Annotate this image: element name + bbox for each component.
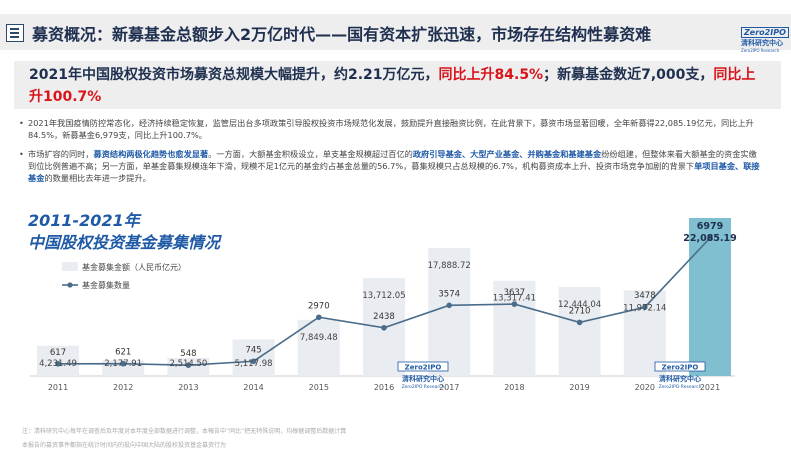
page-title: 募资概况：新募基金总额步入2万亿时代——国有资本扩张迅速，市场存在结构性募资难 (32, 25, 652, 44)
count-point-2021 (707, 235, 713, 241)
count-label-2013: 548 (180, 349, 196, 359)
count-point-2015 (316, 314, 322, 321)
x-tick-2014: 2014 (243, 383, 263, 392)
count-label-2019: 2710 (569, 306, 591, 316)
watermark-en-1: Zero2IPO Research (402, 384, 445, 390)
amount-label-2012: 2,177.91 (104, 359, 142, 369)
x-tick-2020: 2020 (635, 383, 655, 392)
chart-title-line1: 2011-2021年 (28, 211, 140, 230)
count-point-2017 (446, 302, 453, 309)
chart-title-line2: 中国股权投资基金募集情况 (28, 233, 221, 252)
legend-bar-swatch (62, 262, 78, 271)
count-label-2018: 3637 (504, 288, 526, 298)
count-label-2020: 3478 (634, 291, 656, 301)
x-tick-2015: 2015 (309, 383, 329, 392)
watermark-box-2 (654, 361, 706, 372)
legend-line-marker (67, 282, 73, 288)
x-tick-2021: 2021 (700, 383, 720, 392)
x-tick-2013: 2013 (178, 383, 198, 392)
count-point-2019 (576, 319, 583, 326)
count-label-2016: 2438 (373, 312, 395, 322)
amount-label-2019: 12,444.04 (558, 300, 601, 310)
x-tick-2012: 2012 (113, 383, 133, 392)
headline-box (14, 61, 781, 109)
menu-icon[interactable] (6, 24, 24, 42)
count-label-2021: 6979 (697, 221, 723, 232)
bullet-1: • 2021年我国疫情防控常态化，经济持续稳定恢复，监管层出台多项政策引导股权投资… (19, 117, 763, 141)
logo-en: Zero2IPO Research (741, 48, 780, 53)
x-tick-2019: 2019 (569, 383, 589, 392)
count-label-2014: 745 (245, 345, 261, 355)
amount-label-2014: 5,117.98 (235, 359, 273, 369)
watermark-mark-1: Zero2IPO (405, 364, 442, 372)
count-point-2020 (642, 304, 648, 311)
bullet-1-text: 2021年我国疫情防控常态化，经济持续稳定恢复，监管层出台多项政策引导股权投资市… (28, 118, 754, 140)
bullet-2-g: 的数量相比去年进一步提升。 (44, 173, 151, 183)
headline-part3: ；新募基金数近7,000支， (543, 67, 714, 83)
bar-2018 (493, 280, 536, 376)
watermark-cn-2: 清科研究中心 (659, 374, 701, 383)
legend-line-label: 基金募集数量 (82, 280, 130, 290)
bar-2021 (689, 218, 731, 376)
count-point-2013 (185, 362, 192, 368)
bar-2017 (428, 248, 471, 376)
amount-label-2011: 4,231.49 (39, 359, 77, 369)
x-tick-2016: 2016 (374, 383, 394, 392)
x-tick-2018: 2018 (504, 383, 524, 392)
amount-label-2017: 17,888.72 (428, 261, 471, 271)
headline-highlight2: 同比上升100.7% (29, 67, 756, 105)
bar-2014 (232, 339, 275, 376)
bar-2015 (297, 319, 340, 376)
footnote-2: 本报告的募资事件都指在统计时间内的投向中国大陆的股权投资基金募资行为 (22, 442, 227, 449)
amount-label-2018: 13,317.41 (493, 294, 536, 304)
logo: Zero2IPO 清科研究中心 Zero2IPO Research (741, 20, 789, 53)
bullet-2: • 市场扩容的同时，募资结构两极化趋势也愈发显著。一方面，大额基金积极设立，单支基… (19, 148, 763, 184)
amount-label-2015: 7,849.48 (300, 333, 338, 343)
count-label-2017: 3574 (438, 289, 460, 299)
amount-label-2021: 22,085.19 (683, 233, 737, 244)
logo-cn: 清科研究中心 (741, 39, 783, 47)
legend-bar-label: 基金募集金额（人民币亿元） (82, 262, 186, 272)
x-tick-2017: 2017 (439, 383, 459, 392)
bullet-2-c: 。一方面，大额基金积极设立，单支基金规模超过百亿的 (208, 149, 413, 159)
bullet-dot: • (19, 118, 24, 128)
footnote-1: 注：清科研究中心每年在调查后及年度对本年度全部数据进行调整，本報告中“同比”把无… (22, 428, 347, 435)
count-label-2011: 617 (50, 348, 66, 358)
headline-highlight1: 同比上升84.5% (438, 67, 544, 83)
bullet-2-f: 单项目基金、联接基金 (28, 161, 760, 183)
bullet-2-d: 政府引导基金、大型产业基金、并购基金和基建基金 (412, 149, 602, 159)
bullet-dot: • (19, 149, 24, 159)
x-tick-2011: 2011 (48, 383, 68, 392)
amount-label-2020: 11,972.14 (623, 303, 666, 313)
headline: 2021年中国股权投资市场募资总规模大幅提升，约2.21万亿元，同比上升84.5… (29, 64, 769, 108)
amount-label-2013: 2,514.50 (169, 359, 207, 369)
bullet-2-b: 募资结构两极化趋势也愈发显著 (93, 149, 209, 159)
count-label-2012: 621 (115, 348, 131, 358)
count-point-2018 (511, 301, 518, 307)
count-point-2011 (55, 360, 61, 367)
count-point-2012 (120, 360, 126, 367)
count-point-2014 (250, 358, 257, 365)
count-label-2015: 2970 (308, 301, 330, 311)
watermark-mark-2: Zero2IPO (662, 364, 699, 372)
bullet-2-e: 纷纷组建，但整体来看大额基金的资金实缴到位比例普遍不高；另一方面，单基金募集规模… (28, 149, 757, 171)
count-point-2016 (381, 324, 387, 331)
watermark-box-1 (397, 361, 449, 372)
watermark-cn-1: 清科研究中心 (402, 374, 444, 383)
watermark-en-2: Zero2IPO Research (659, 384, 702, 390)
bar-2011 (37, 345, 79, 376)
bar-2019 (558, 286, 601, 376)
title-bar (0, 14, 791, 50)
headline-part1: 2021年中国股权投资市场募资总规模大幅提升，约2.21万亿元， (29, 67, 439, 83)
logo-mark: Zero2IPO (741, 27, 789, 38)
bullet-2-a: 市场扩容的同时， (28, 149, 94, 159)
amount-label-2016: 13,712.05 (362, 291, 405, 301)
